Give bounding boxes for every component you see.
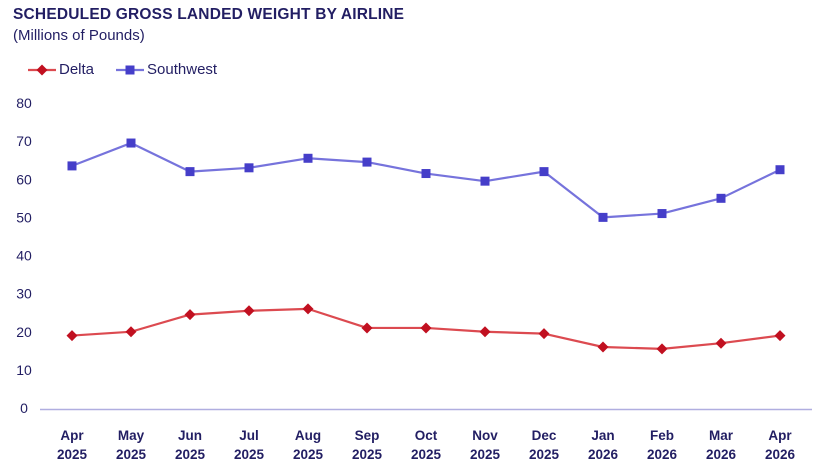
data-point-marker: [716, 193, 726, 203]
data-point-marker: [420, 322, 432, 334]
series-southwest: [67, 138, 785, 222]
x-axis-tick-label: Aug 2025: [293, 428, 324, 462]
data-point-marker: [598, 212, 608, 222]
data-point-marker: [184, 309, 196, 321]
series-delta: [66, 303, 786, 355]
data-point-marker: [480, 176, 490, 186]
chart-subtitle: (Millions of Pounds): [13, 27, 145, 44]
data-point-marker: [185, 167, 195, 177]
x-axis-tick-label: Nov 2025: [470, 428, 501, 462]
data-point-marker: [244, 163, 254, 173]
data-point-marker: [362, 157, 372, 167]
y-axis-tick-label: 10: [16, 362, 32, 378]
data-point-marker: [361, 322, 373, 334]
data-point-marker: [538, 328, 550, 340]
data-point-marker: [656, 343, 668, 355]
y-axis-tick-label: 40: [16, 248, 32, 264]
data-point-marker: [66, 330, 78, 342]
x-axis-tick-label: Apr 2025: [57, 428, 88, 462]
x-axis-tick-label: Dec 2025: [529, 428, 560, 462]
y-axis-tick-label: 0: [20, 400, 28, 416]
x-axis-tick-label: Mar 2026: [706, 428, 737, 462]
legend-label-southwest: Southwest: [147, 61, 218, 78]
series-line-southwest: [71, 141, 781, 219]
data-point-marker: [479, 326, 491, 338]
y-axis-tick-label: 60: [16, 171, 32, 187]
data-point-marker: [774, 330, 786, 342]
data-point-marker: [126, 138, 136, 148]
chart-legend: Delta Southwest: [27, 61, 217, 78]
data-point-marker: [539, 167, 549, 177]
x-axis-tick-label: Oct 2025: [411, 428, 442, 462]
data-point-marker: [657, 209, 667, 219]
x-axis-tick-label: May 2025: [116, 428, 147, 462]
data-point-marker: [775, 165, 785, 175]
southwest-legend-marker-icon: [116, 65, 145, 74]
data-point-marker: [125, 326, 137, 338]
x-axis-tick-label: Apr 2026: [765, 428, 796, 462]
y-axis-tick-label: 30: [16, 286, 32, 302]
y-axis-tick-label: 20: [16, 324, 32, 340]
y-axis-tick-label: 80: [16, 95, 32, 111]
y-axis-tick-label: 50: [16, 209, 32, 225]
data-point-marker: [302, 303, 314, 315]
data-point-marker: [597, 341, 609, 353]
x-axis-tick-label: Sep 2025: [352, 428, 383, 462]
legend-label-delta: Delta: [59, 61, 95, 78]
legend-item-southwest: Southwest: [115, 61, 217, 78]
data-point-marker: [67, 161, 77, 171]
chart-title: SCHEDULED GROSS LANDED WEIGHT BY AIRLINE: [13, 6, 405, 23]
legend-item-delta: Delta: [27, 61, 94, 78]
x-axis-tick-label: Feb 2026: [647, 428, 678, 462]
y-axis-tick-label: 70: [16, 133, 32, 149]
delta-legend-marker-icon: [28, 64, 56, 75]
x-axis-tick-label: Jul 2025: [234, 428, 265, 462]
data-point-marker: [715, 337, 727, 349]
x-axis-tick-label: Jan 2026: [588, 428, 619, 462]
data-point-marker: [243, 305, 255, 317]
data-point-marker: [421, 169, 431, 179]
data-point-marker: [303, 153, 313, 163]
x-axis-tick-label: Jun 2025: [175, 428, 206, 462]
